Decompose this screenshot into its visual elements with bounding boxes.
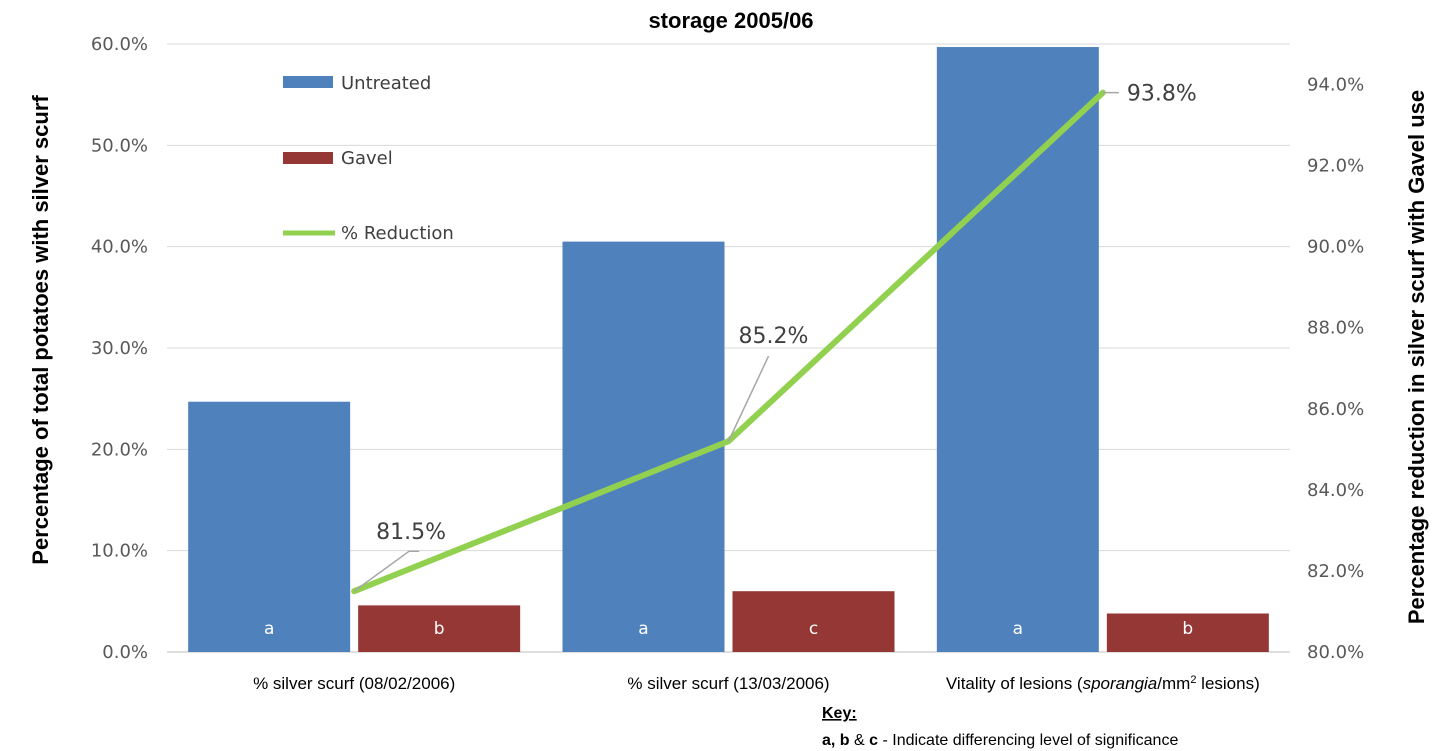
significance-label: c bbox=[809, 619, 818, 639]
significance-label: a bbox=[638, 619, 648, 639]
key-title: Key: bbox=[822, 705, 857, 722]
bar-untreated bbox=[562, 241, 725, 652]
y2-tick-label: 94.0% bbox=[1307, 75, 1364, 96]
legend-label-gavel: Gavel bbox=[341, 148, 393, 169]
legend-swatch-gavel bbox=[283, 152, 333, 164]
data-label: 93.8% bbox=[1127, 82, 1197, 107]
chart-title: storage 2005/06 bbox=[648, 8, 813, 33]
key: Key: a, b & c - Indicate differencing le… bbox=[822, 705, 1178, 749]
category-label-part: lesions) bbox=[1196, 674, 1259, 693]
y2-tick-label: 92.0% bbox=[1307, 156, 1364, 177]
gridlines bbox=[167, 43, 1290, 653]
y-tick-label: 30.0% bbox=[91, 338, 148, 359]
y2-tick-label: 82.0% bbox=[1307, 561, 1364, 582]
key-letter-c: c bbox=[869, 732, 878, 749]
y2-axis-title: Percentage reduction in silver scurf wit… bbox=[1404, 90, 1429, 624]
y-tick-label: 60.0% bbox=[91, 34, 148, 55]
category-label-part: % silver scurf (08/02/2006) bbox=[253, 674, 455, 693]
y-axis-title: Percentage of total potatoes with silver… bbox=[28, 95, 53, 565]
y-tick-label: 0.0% bbox=[102, 642, 148, 663]
y-tick-label: 10.0% bbox=[91, 541, 148, 562]
significance-label: b bbox=[434, 619, 445, 639]
data-label: 81.5% bbox=[376, 520, 446, 545]
right-axis-ticks: 80.0% 82.0% 84.0% 86.0% 88.0% 90.0% 92.0% 94.0% bbox=[1307, 75, 1364, 663]
category-label: Vitality of lesions (sporangia/mm2 lesio… bbox=[946, 674, 1260, 693]
key-description: - Indicate differencing level of signifi… bbox=[878, 732, 1178, 749]
leader-line bbox=[353, 550, 420, 592]
category-labels: % silver scurf (08/02/2006) % silver scur… bbox=[253, 674, 1260, 693]
category-label: % silver scurf (08/02/2006) bbox=[253, 674, 455, 693]
bar-gavel bbox=[358, 605, 521, 652]
key-amp: & bbox=[850, 732, 870, 749]
bar-gavel bbox=[1106, 613, 1269, 652]
legend: Untreated Gavel % Reduction bbox=[283, 73, 454, 244]
category-label-part: % silver scurf (13/03/2006) bbox=[627, 674, 829, 693]
legend-label-reduction: % Reduction bbox=[341, 223, 454, 244]
significance-label: a bbox=[264, 619, 274, 639]
key-text: a, b & c - Indicate differencing level o… bbox=[822, 732, 1178, 749]
y-tick-label: 50.0% bbox=[91, 135, 148, 156]
reduction-line-layer: 81.5% 85.2% 93.8% bbox=[351, 82, 1197, 595]
category-label-part: sporangia bbox=[1083, 674, 1158, 693]
y-tick-label: 40.0% bbox=[91, 237, 148, 258]
legend-label-untreated: Untreated bbox=[341, 73, 431, 94]
bar-untreated bbox=[188, 401, 351, 652]
left-axis-ticks: 0.0% 10.0% 20.0% 30.0% 40.0% 50.0% 60.0% bbox=[91, 34, 148, 663]
legend-swatch-untreated bbox=[283, 76, 333, 88]
category-label-part: Vitality of lesions ( bbox=[946, 674, 1083, 693]
y2-tick-label: 80.0% bbox=[1307, 642, 1364, 663]
y2-tick-label: 86.0% bbox=[1307, 399, 1364, 420]
bar-untreated bbox=[936, 47, 1099, 653]
bars bbox=[188, 47, 1269, 653]
y2-tick-label: 90.0% bbox=[1307, 237, 1364, 258]
y2-tick-label: 84.0% bbox=[1307, 480, 1364, 501]
category-label-part: 2 bbox=[1190, 674, 1196, 686]
y-tick-label: 20.0% bbox=[91, 439, 148, 460]
y2-tick-label: 88.0% bbox=[1307, 318, 1364, 339]
significance-label: a bbox=[1013, 619, 1023, 639]
leader-line bbox=[727, 355, 770, 442]
category-label-part: /mm bbox=[1157, 674, 1190, 693]
category-label: % silver scurf (13/03/2006) bbox=[627, 674, 829, 693]
data-label: 85.2% bbox=[739, 324, 809, 349]
key-letters: a, b bbox=[822, 732, 850, 749]
significance-label: b bbox=[1182, 619, 1193, 639]
bar-gavel bbox=[732, 591, 895, 652]
